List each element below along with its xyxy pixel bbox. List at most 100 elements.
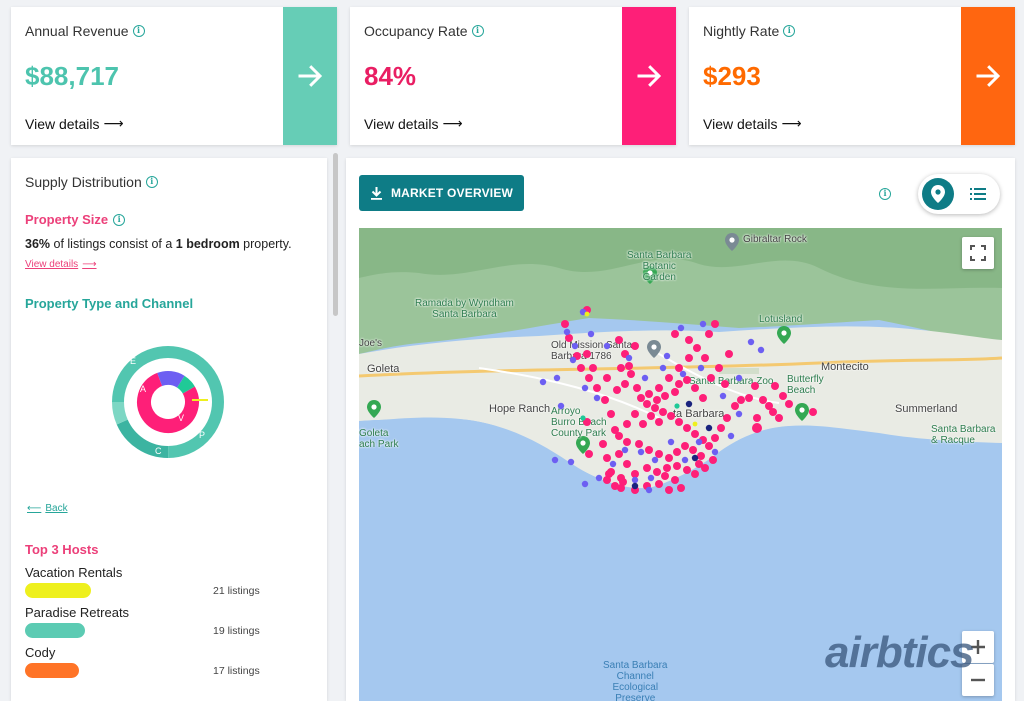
map-label-old-mission: Old Mission Santa Barbara 1786	[551, 340, 633, 362]
property-size-summary: 36% of listings consist of a 1 bedroom p…	[25, 237, 292, 251]
map-label-joes: Joe's	[359, 338, 383, 349]
map-pin-icon[interactable]	[576, 436, 590, 454]
arrow-left-icon: ⟵	[27, 503, 42, 514]
info-icon[interactable]: i	[113, 213, 126, 226]
zoom-in-button[interactable]	[962, 631, 994, 663]
property-type-channel-title: Property Type and Channel	[25, 296, 194, 311]
map-terrain	[359, 228, 1002, 701]
info-icon[interactable]: i	[783, 25, 796, 37]
view-details-link[interactable]: View details ⟶	[364, 115, 463, 132]
host-listings-count: 19 listings	[213, 625, 260, 637]
kpi-title: Nightly Rate i	[703, 23, 796, 39]
arrow-right-icon: ⟶	[103, 115, 124, 131]
host-bar	[25, 623, 85, 638]
host-row: Cody 17 listings	[25, 645, 315, 681]
minus-icon	[971, 678, 985, 682]
host-listings-count: 17 listings	[213, 665, 260, 677]
outer-ring-c[interactable]	[112, 346, 224, 458]
map-label-goleta-beach-park: Goleta ach Park	[359, 428, 399, 450]
map-label-hope-ranch: Hope Ranch	[489, 403, 551, 415]
market-map-panel: MARKET OVERVIEW i Gibraltar Rock	[346, 158, 1015, 701]
map-label-montecito: Montecito	[821, 361, 869, 373]
listing-markers[interactable]	[359, 228, 1002, 701]
kpi-value: $88,717	[25, 61, 119, 91]
map-pin-icon[interactable]	[725, 233, 739, 251]
arrow-right-icon: ⟶	[442, 115, 463, 131]
map-list-toggle	[918, 174, 1000, 214]
map-label-ramada: Ramada by Wyndham Santa Barbara	[415, 298, 514, 320]
top-hosts-title: Top 3 Hosts	[25, 542, 99, 557]
property-size-view-details-link[interactable]: View details ⟶	[25, 259, 97, 270]
property-size-title: Property Size i	[25, 212, 126, 227]
map-label-santa-barbara: ta Barbara	[673, 408, 725, 420]
map-label-sb-racquet: Santa Barbara & Racque	[931, 424, 996, 446]
map-label-goleta: Goleta	[367, 363, 400, 375]
map-label-summerland: Summerland	[895, 403, 958, 415]
list-icon	[970, 188, 986, 200]
info-icon[interactable]: i	[145, 176, 158, 188]
outer-label-c: C	[155, 446, 162, 456]
plus-icon	[971, 640, 985, 654]
map-label-butterfly-beach: Butterfly Beach	[787, 374, 824, 396]
host-name: Vacation Rentals	[25, 565, 123, 580]
kpi-card-occupancy-rate: Occupancy Rate i 84% View details ⟶	[350, 7, 676, 145]
view-details-link[interactable]: View details ⟶	[25, 115, 124, 132]
kpi-card-nightly-rate: Nightly Rate i $293 View details ⟶	[689, 7, 1015, 145]
kpi-arrow-button[interactable]	[283, 7, 337, 145]
kpi-title: Annual Revenue i	[25, 23, 145, 39]
supply-distribution-panel: Supply Distribution i Property Size i 36% …	[11, 158, 327, 701]
map-pin-icon[interactable]	[795, 403, 809, 421]
arrow-right-icon	[298, 65, 323, 87]
map-label-lotusland: Lotusland	[759, 314, 803, 325]
arrow-right-icon: ⟶	[82, 259, 97, 270]
kpi-card-annual-revenue: Annual Revenue i $88,717 View details ⟶	[11, 7, 337, 145]
inner-ring-other[interactable]	[135, 369, 201, 435]
kpi-arrow-button[interactable]	[622, 7, 676, 145]
inner-label-v: V	[178, 413, 184, 423]
fullscreen-button[interactable]	[962, 237, 994, 269]
host-bar	[25, 583, 91, 598]
airbtics-watermark: airbtics	[825, 628, 975, 677]
view-details-link[interactable]: View details ⟶	[703, 115, 802, 132]
kpi-arrow-button[interactable]	[961, 7, 1015, 145]
map-pin-icon[interactable]	[647, 340, 661, 358]
inner-label-a: A	[140, 384, 146, 394]
map-view-button[interactable]	[922, 178, 954, 210]
info-icon[interactable]: i	[471, 25, 484, 37]
location-pin-icon	[931, 185, 945, 203]
host-row: Vacation Rentals 21 listings	[25, 565, 315, 601]
kpi-value: 84%	[364, 61, 417, 91]
zoom-out-button[interactable]	[962, 664, 994, 696]
info-icon[interactable]: i	[879, 188, 891, 200]
download-icon	[370, 187, 382, 200]
supply-distribution-title: Supply Distribution i	[25, 174, 158, 190]
host-name: Cody	[25, 645, 56, 660]
host-name: Paradise Retreats	[25, 605, 130, 620]
map-label-arroyo-burro: Arroyo Burro Beach County Park	[551, 406, 607, 439]
map-label-santa-barbara-zoo: Santa Barbara Zoo	[689, 376, 774, 387]
host-row: Paradise Retreats 19 listings	[25, 605, 315, 641]
fullscreen-icon	[970, 245, 986, 261]
kpi-value: $293	[703, 61, 761, 91]
outer-label-e: E	[130, 356, 136, 366]
map-label-botanic-garden: Santa Barbara Botanic Garden	[627, 250, 692, 283]
map-pin-icon[interactable]	[643, 266, 657, 284]
property-type-channel-donut[interactable]: E P C A V	[104, 338, 232, 466]
left-panel-scrollbar[interactable]	[333, 153, 338, 316]
map-label-gibraltar-rock: Gibraltar Rock	[743, 234, 807, 245]
back-link[interactable]: ⟵ Back	[27, 503, 68, 514]
arrow-right-icon	[637, 65, 662, 87]
outer-label-p: P	[199, 430, 205, 440]
listings-map[interactable]: Gibraltar Rock Santa Barbara Botanic Gar…	[359, 228, 1002, 701]
kpi-title: Occupancy Rate i	[364, 23, 484, 39]
host-listings-count: 21 listings	[213, 585, 260, 597]
market-overview-button[interactable]: MARKET OVERVIEW	[359, 175, 524, 211]
list-view-button[interactable]	[966, 184, 990, 204]
host-bar	[25, 663, 79, 678]
arrow-right-icon	[976, 65, 1001, 87]
map-pin-icon[interactable]	[777, 326, 791, 344]
arrow-right-icon: ⟶	[781, 115, 802, 131]
map-pin-icon[interactable]	[367, 400, 381, 418]
info-icon[interactable]: i	[132, 25, 145, 37]
outer-ring-p[interactable]	[112, 346, 224, 458]
